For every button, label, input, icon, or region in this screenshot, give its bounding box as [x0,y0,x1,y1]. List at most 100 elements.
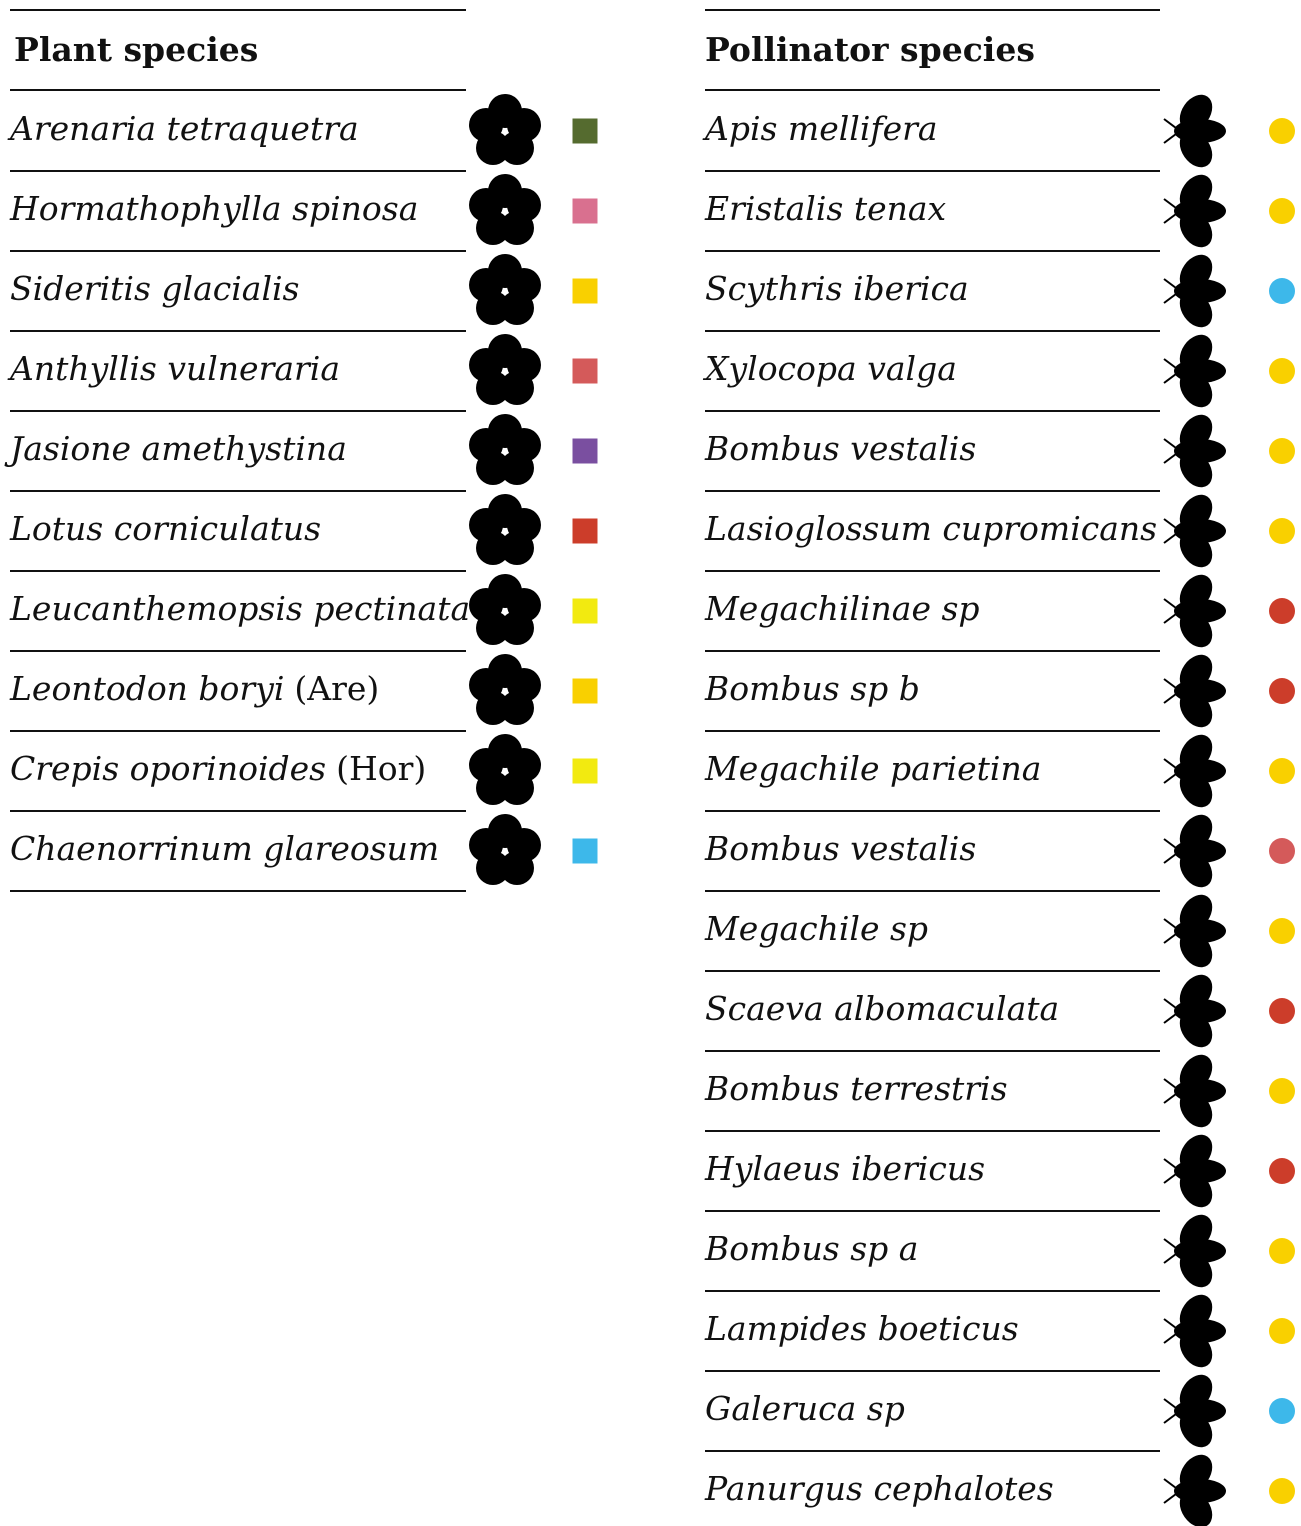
species-name: Lotus corniculatus [9,509,321,548]
species-name: Megachile parietina [704,749,1041,788]
species-icon [469,574,541,645]
species-name: Hylaeus ibericus [704,1149,985,1188]
species-name: Crepis oporinoides (Hor) [10,749,426,788]
color-key [572,678,598,704]
species-name-text: Bombus sp a [704,1229,918,1268]
species-name: Bombus sp b [704,669,920,708]
species-icon [469,494,541,565]
species-icon [469,814,541,885]
species-icon [469,94,541,165]
species-icon [1163,411,1227,491]
species-note: (Hor) [336,749,426,788]
color-key [1269,758,1295,784]
species-name: Chaenorrinum glareosum [10,829,439,868]
species-name-text: Bombus terrestris [704,1069,1008,1108]
species-name-text: Galeruca sp [705,1389,905,1428]
species-icon [1163,1451,1227,1526]
species-name-text: Hylaeus ibericus [704,1149,985,1188]
species-icon [1163,171,1227,251]
color-key [1269,358,1295,384]
color-key [1269,678,1295,704]
color-key [572,438,598,464]
species-name-text: Panurgus cephalotes [704,1469,1054,1508]
species-name: Scythris iberica [705,269,969,308]
color-key [1269,838,1295,864]
species-name: Scaeva albomaculata [705,989,1059,1028]
species-icon [1163,971,1227,1051]
species-icon [1163,811,1227,891]
species-icon [1163,1371,1227,1451]
color-key [572,198,598,224]
color-key [1269,118,1295,144]
species-icon [1163,1211,1227,1291]
species-name-text: Megachile sp [704,909,928,948]
species-name-text: Megachile parietina [704,749,1041,788]
color-key [572,598,598,624]
color-key [572,838,598,864]
species-name-text: Megachilinae sp [704,589,980,628]
species-name-text: Hormathophylla spinosa [9,189,418,228]
species-name-text: Jasione amethystina [4,429,347,468]
species-name: Arenaria tetraquetra [7,109,359,148]
species-name-text: Xylocopa valga [702,349,957,388]
color-key [1269,1158,1295,1184]
color-key [1269,438,1295,464]
species-name: Xylocopa valga [702,349,957,388]
species-name: Jasione amethystina [4,429,347,468]
color-key [1269,198,1295,224]
color-key [1269,1398,1295,1424]
species-name: Lasioglossum cupromicans [704,509,1157,548]
species-icon [469,734,541,805]
color-key [572,118,598,144]
species-name: Bombus terrestris [704,1069,1008,1108]
color-key [1269,598,1295,624]
color-key [1269,1078,1295,1104]
species-name-text: Bombus vestalis [704,829,976,868]
species-icon [1163,891,1227,971]
column-title: Plant species [14,30,258,69]
species-name: Bombus sp a [704,1229,918,1268]
species-name-text: Bombus sp b [704,669,920,708]
species-icon [469,174,541,245]
species-icon [1163,331,1227,411]
species-name: Leucanthemopsis pectinata [9,589,470,628]
species-name-text: Crepis oporinoides [10,749,326,788]
species-icon [1163,91,1227,171]
column-title: Pollinator species [705,30,1035,69]
species-name: Apis mellifera [702,109,938,148]
species-name: Sideritis glacialis [10,269,300,308]
species-icon [1163,1051,1227,1131]
species-icon [1163,491,1227,571]
species-name-text: Leucanthemopsis pectinata [9,589,470,628]
color-key [572,518,598,544]
species-icon [1163,1131,1227,1211]
species-name-text: Leontodon boryi [9,669,284,708]
species-name-text: Scaeva albomaculata [705,989,1059,1028]
species-name: Galeruca sp [705,1389,905,1428]
species-icon [469,654,541,725]
species-name-text: Lotus corniculatus [9,509,321,548]
species-name: Lampides boeticus [704,1309,1019,1348]
species-icon [1163,731,1227,811]
species-name: Eristalis tenax [704,189,947,228]
species-name-text: Lampides boeticus [704,1309,1019,1348]
species-name: Hormathophylla spinosa [9,189,418,228]
species-name-text: Anthyllis vulneraria [7,349,340,388]
species-name-text: Bombus vestalis [704,429,976,468]
color-key [1269,518,1295,544]
species-icon [1163,251,1227,331]
species-name: Megachile sp [704,909,928,948]
species-icon [469,254,541,325]
species-icon [469,414,541,485]
species-name-text: Chaenorrinum glareosum [10,829,439,868]
species-name-text: Apis mellifera [702,109,938,148]
species-name: Panurgus cephalotes [704,1469,1054,1508]
species-name-text: Eristalis tenax [704,189,947,228]
species-name-text: Sideritis glacialis [10,269,300,308]
species-note: (Are) [294,669,379,708]
color-key [1269,1318,1295,1344]
color-key [1269,1478,1295,1504]
color-key [1269,998,1295,1024]
species-name: Leontodon boryi (Are) [9,669,379,708]
